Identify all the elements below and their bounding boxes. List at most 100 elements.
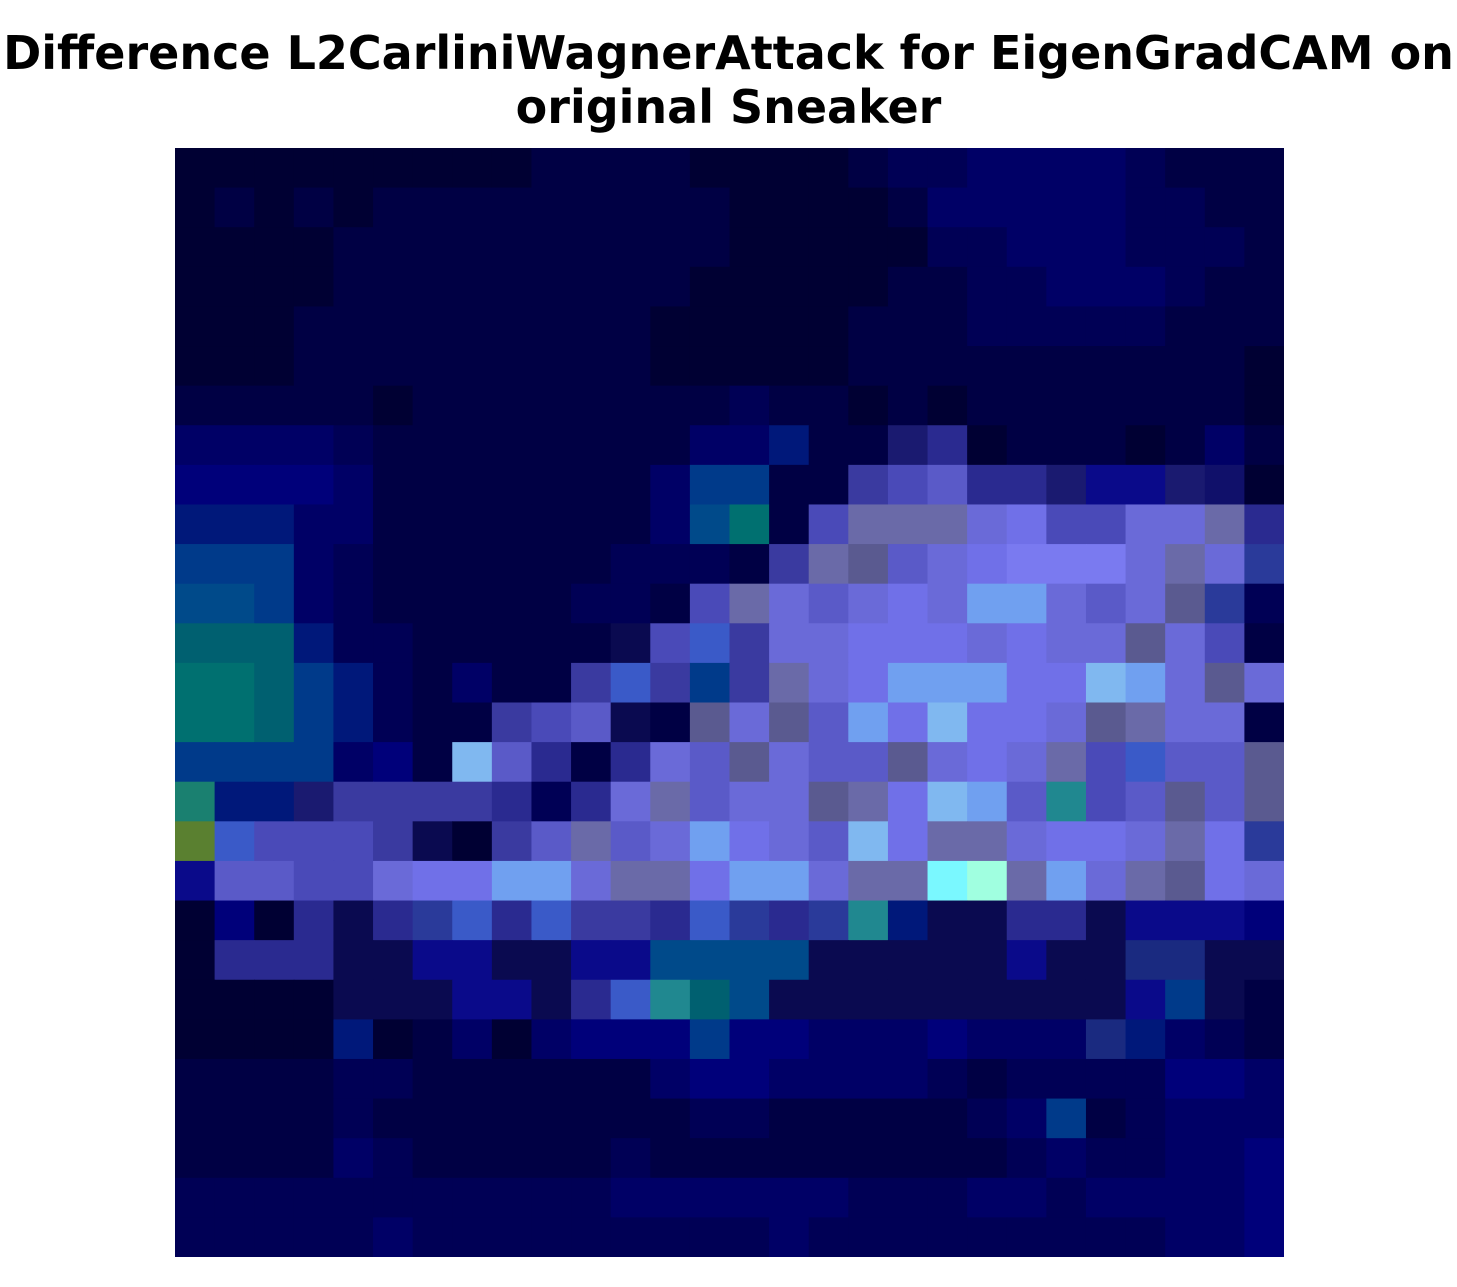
heatmap-cell bbox=[848, 1177, 889, 1218]
heatmap-cell bbox=[1046, 464, 1087, 506]
heatmap-cell bbox=[214, 1058, 255, 1100]
heatmap-cell bbox=[729, 1098, 770, 1139]
heatmap-cell bbox=[650, 821, 691, 862]
heatmap-cell bbox=[293, 1177, 335, 1218]
heatmap-cell bbox=[1085, 504, 1127, 545]
heatmap-cell bbox=[175, 544, 216, 585]
heatmap-cell bbox=[689, 900, 731, 941]
heatmap-cell bbox=[1125, 860, 1166, 902]
heatmap-cell bbox=[1046, 1177, 1087, 1218]
heatmap-cell bbox=[610, 702, 651, 743]
heatmap-cell bbox=[1125, 1058, 1166, 1100]
heatmap-cell bbox=[610, 662, 651, 704]
heatmap-cell bbox=[293, 148, 335, 189]
heatmap-cell bbox=[571, 742, 612, 783]
heatmap-cell bbox=[531, 306, 572, 347]
heatmap-cell bbox=[1006, 266, 1047, 308]
heatmap-cell bbox=[650, 742, 691, 783]
heatmap-cell bbox=[1046, 266, 1087, 308]
heatmap-cell bbox=[1046, 860, 1087, 902]
heatmap-cell bbox=[571, 940, 612, 981]
heatmap-cell bbox=[967, 187, 1008, 228]
heatmap-cell bbox=[610, 781, 651, 822]
heatmap-cell bbox=[254, 187, 295, 228]
heatmap-cell bbox=[887, 781, 929, 822]
heatmap-cell bbox=[254, 662, 295, 704]
heatmap-cell bbox=[254, 346, 295, 387]
heatmap-cell bbox=[1125, 1019, 1166, 1060]
heatmap-cell bbox=[848, 583, 889, 624]
heatmap-cell bbox=[1006, 346, 1047, 387]
heatmap-cell bbox=[967, 1019, 1008, 1060]
heatmap-cell bbox=[373, 1098, 414, 1139]
heatmap-cell bbox=[452, 781, 493, 822]
heatmap-cell bbox=[610, 900, 651, 941]
heatmap-cell bbox=[610, 425, 651, 466]
heatmap-cell bbox=[293, 425, 335, 466]
heatmap-cell bbox=[293, 1058, 335, 1100]
heatmap-cell bbox=[848, 1138, 889, 1179]
heatmap-cell bbox=[571, 702, 612, 743]
heatmap-cell bbox=[293, 464, 335, 506]
heatmap-cell bbox=[927, 385, 968, 426]
heatmap-cell bbox=[491, 346, 533, 387]
heatmap-cell bbox=[1244, 623, 1284, 664]
heatmap-cell bbox=[412, 583, 453, 624]
heatmap-cell bbox=[175, 464, 216, 506]
heatmap-cell bbox=[1244, 900, 1284, 941]
heatmap-cell bbox=[452, 504, 493, 545]
heatmap-cell bbox=[175, 148, 216, 189]
heatmap-cell bbox=[689, 662, 731, 704]
heatmap-cell bbox=[333, 1058, 374, 1100]
heatmap-cell bbox=[808, 306, 849, 347]
heatmap-cell bbox=[848, 1217, 889, 1257]
heatmap-cell bbox=[967, 583, 1008, 624]
heatmap-cell bbox=[571, 583, 612, 624]
heatmap-cell bbox=[1006, 940, 1047, 981]
heatmap-cell bbox=[373, 979, 414, 1020]
heatmap-cell bbox=[769, 900, 810, 941]
heatmap-cell bbox=[927, 821, 968, 862]
heatmap-cell bbox=[214, 148, 255, 189]
heatmap-cell bbox=[729, 742, 770, 783]
heatmap-cell bbox=[333, 227, 374, 268]
heatmap-cell bbox=[571, 623, 612, 664]
heatmap-cell bbox=[175, 742, 216, 783]
heatmap-cell bbox=[1046, 1098, 1087, 1139]
heatmap-cell bbox=[1046, 504, 1087, 545]
heatmap-cell bbox=[887, 187, 929, 228]
heatmap-cell bbox=[293, 385, 335, 426]
heatmap-cell bbox=[1046, 821, 1087, 862]
heatmap-cell bbox=[689, 227, 731, 268]
heatmap-cell bbox=[333, 504, 374, 545]
heatmap-cell bbox=[373, 742, 414, 783]
heatmap-cell bbox=[1046, 662, 1087, 704]
heatmap-cell bbox=[571, 979, 612, 1020]
heatmap-cell bbox=[452, 346, 493, 387]
heatmap-cell bbox=[1125, 583, 1166, 624]
heatmap-cell bbox=[1165, 1019, 1206, 1060]
heatmap-cell bbox=[1085, 900, 1127, 941]
heatmap-cell bbox=[689, 979, 731, 1020]
heatmap-cell bbox=[887, 1058, 929, 1100]
heatmap-cell bbox=[1046, 346, 1087, 387]
heatmap-cell bbox=[729, 623, 770, 664]
heatmap-cell bbox=[491, 504, 533, 545]
heatmap-cell bbox=[887, 1019, 929, 1060]
heatmap-cell bbox=[1165, 1217, 1206, 1257]
heatmap-cell bbox=[254, 623, 295, 664]
heatmap-cell bbox=[333, 1138, 374, 1179]
heatmap-cell bbox=[769, 544, 810, 585]
heatmap-cell bbox=[571, 306, 612, 347]
heatmap-cell bbox=[531, 544, 572, 585]
heatmap-cell bbox=[333, 148, 374, 189]
heatmap-cell bbox=[689, 266, 731, 308]
heatmap-cell bbox=[1244, 464, 1284, 506]
heatmap-cell bbox=[491, 821, 533, 862]
heatmap-cell bbox=[1125, 544, 1166, 585]
heatmap-cell bbox=[491, 583, 533, 624]
heatmap-cell bbox=[333, 702, 374, 743]
heatmap-cell bbox=[927, 187, 968, 228]
heatmap-cell bbox=[1244, 1098, 1284, 1139]
heatmap-cell bbox=[729, 266, 770, 308]
